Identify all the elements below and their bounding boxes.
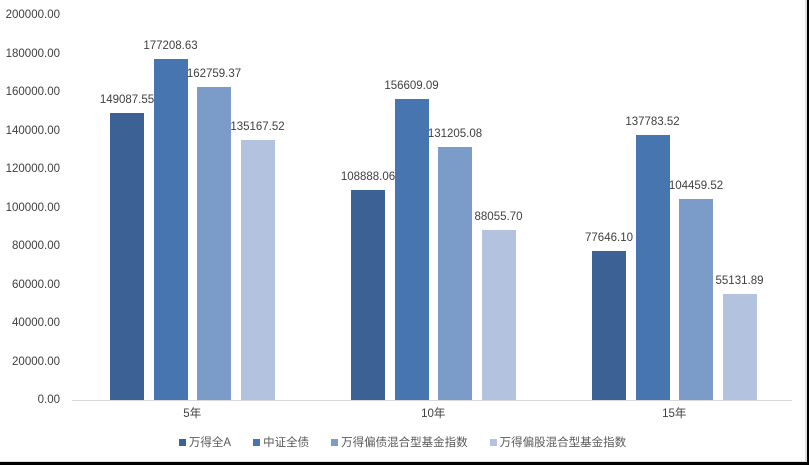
y-tick-label: 200000.00 xyxy=(5,9,60,21)
data-label: 135167.52 xyxy=(230,120,285,133)
data-label: 162759.37 xyxy=(186,67,242,80)
legend-swatch-icon xyxy=(331,438,339,446)
bar xyxy=(351,190,385,400)
data-label: 55131.89 xyxy=(715,274,764,287)
bar xyxy=(592,250,626,400)
legend-label: 万得全A xyxy=(188,437,232,449)
bar xyxy=(481,230,516,400)
x-tick-label: 5年 xyxy=(183,408,202,420)
y-tick-label: 60000.00 xyxy=(12,278,60,291)
legend-item: 万得偏债混合型基金指数 xyxy=(331,434,468,450)
legend: 万得全A 中证全债 万得偏债混合型基金指数 万得偏股混合型基金指数 xyxy=(0,434,805,450)
bar xyxy=(394,98,429,400)
data-label: 156609.09 xyxy=(384,79,439,92)
legend-label: 中证全债 xyxy=(263,437,310,449)
y-tick-label: 100000.00 xyxy=(5,201,60,214)
y-tick-label: 160000.00 xyxy=(5,86,60,98)
bar xyxy=(679,198,713,400)
legend-item: 万得全A xyxy=(178,434,232,450)
legend-swatch-icon xyxy=(489,438,497,446)
y-tick-label: 40000.00 xyxy=(12,317,60,329)
x-axis-line xyxy=(72,400,792,401)
legend-item: 万得偏股混合型基金指数 xyxy=(489,434,627,450)
y-tick-label: 120000.00 xyxy=(5,163,60,175)
data-label: 108888.06 xyxy=(340,171,396,184)
x-tick-label: 10年 xyxy=(421,408,446,420)
y-tick-label: 80000.00 xyxy=(12,240,60,252)
bar xyxy=(722,293,757,400)
y-tick-label: 140000.00 xyxy=(5,124,60,137)
legend-swatch-icon xyxy=(178,438,186,446)
data-label: 88055.70 xyxy=(474,211,523,224)
bar xyxy=(153,58,188,400)
y-tick-label: 180000.00 xyxy=(5,47,60,60)
bar xyxy=(635,134,670,400)
data-label: 104459.52 xyxy=(668,179,724,192)
legend-swatch-icon xyxy=(253,438,261,446)
bar xyxy=(438,147,472,400)
legend-label: 万得偏股混合型基金指数 xyxy=(499,437,627,449)
legend-item: 中证全债 xyxy=(253,434,309,450)
data-label: 177208.63 xyxy=(143,39,198,52)
x-tick-label: 15年 xyxy=(662,408,687,420)
data-label: 131205.08 xyxy=(427,128,483,141)
data-label: 77646.10 xyxy=(585,231,633,244)
bar xyxy=(197,86,231,400)
bar xyxy=(110,113,144,400)
data-label: 149087.55 xyxy=(99,94,155,106)
legend-label: 万得偏债混合型基金指数 xyxy=(341,437,468,449)
y-tick-label: 20000.00 xyxy=(12,355,60,368)
y-tick-label: 0.00 xyxy=(37,394,60,406)
data-label: 137783.52 xyxy=(625,115,680,128)
bar xyxy=(240,139,275,400)
